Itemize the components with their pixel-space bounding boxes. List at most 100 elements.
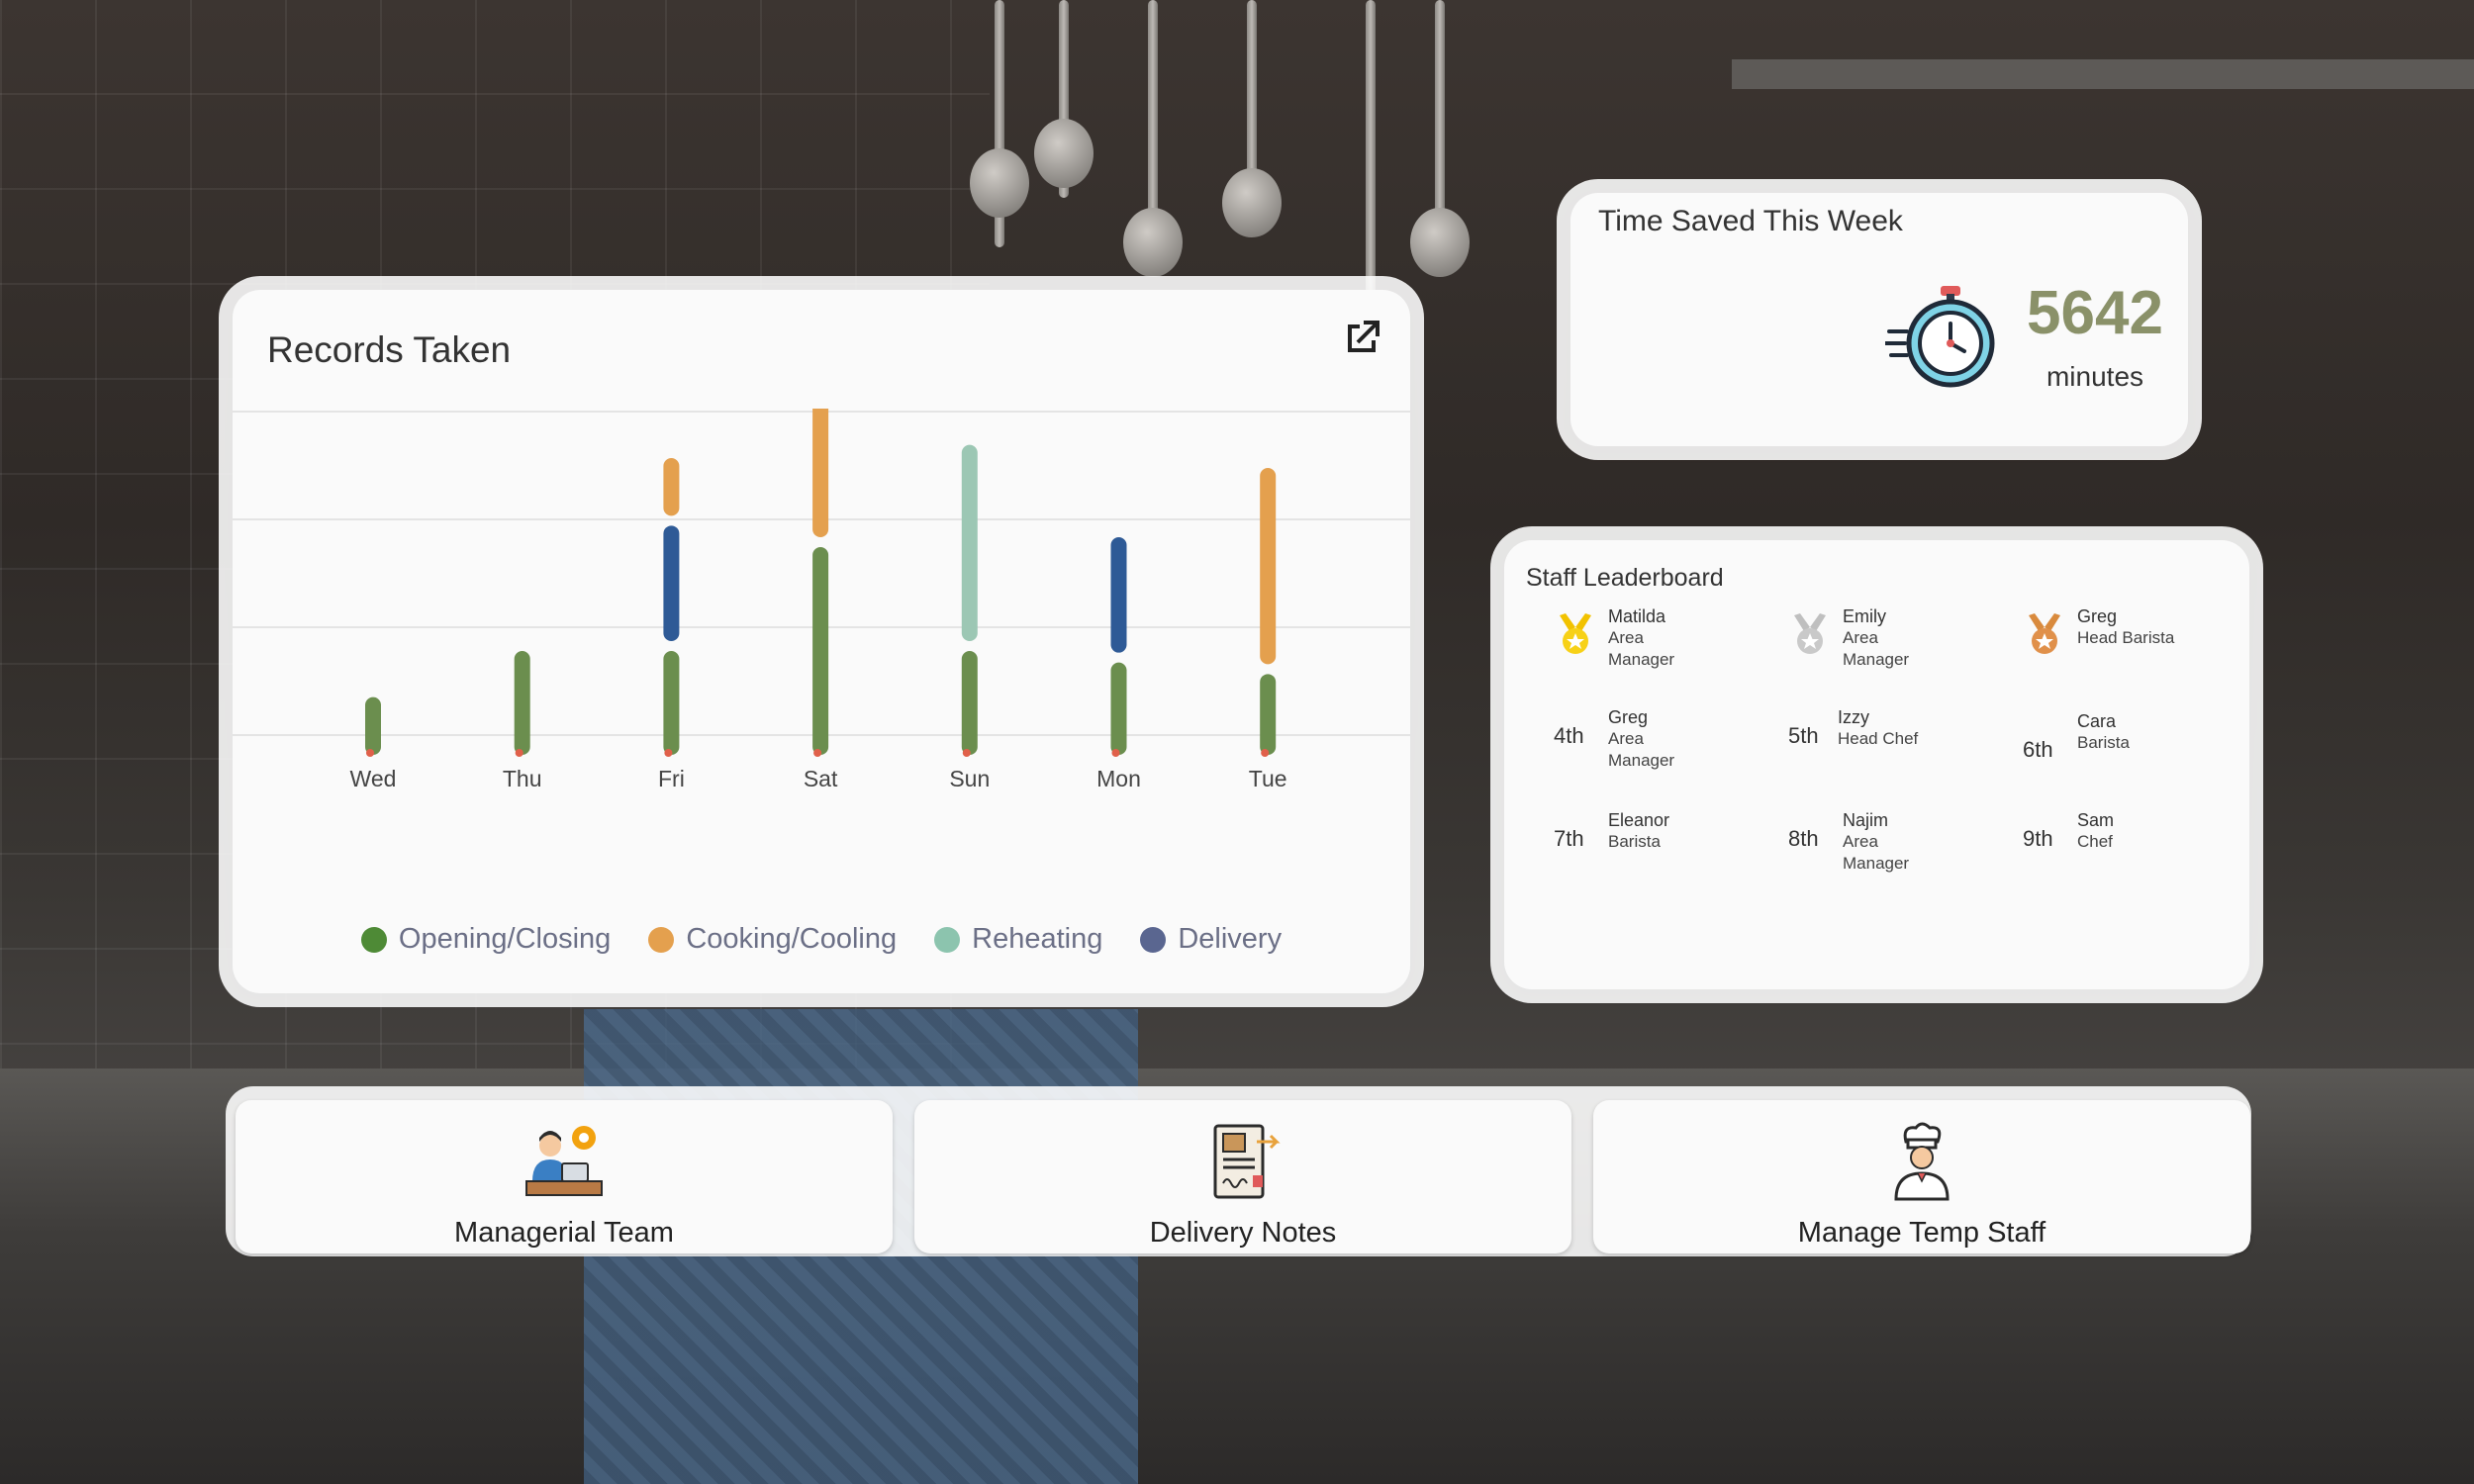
- bar-delivery-mon[interactable]: [1110, 537, 1127, 653]
- staff-name: Cara: [2077, 711, 2117, 731]
- time-saved-card: Time Saved This Week 5642 minutes: [1570, 193, 2188, 446]
- bar-opening-closing-mon[interactable]: [1110, 662, 1127, 755]
- link-label: Manage Temp Staff: [1797, 1217, 2046, 1249]
- leaderboard-info: Greg Area Manager: [1608, 706, 1674, 772]
- leaderboard-info: Cara Barista: [2077, 710, 2130, 754]
- bar-base-marker: [664, 749, 673, 757]
- x-tick-label: Sat: [804, 766, 838, 791]
- bar-cooking-cooling-tue[interactable]: [1260, 468, 1277, 665]
- staff-rank: 5th: [1788, 723, 1819, 748]
- stopwatch-icon: [1885, 286, 1995, 388]
- bar-opening-closing-sun[interactable]: [961, 651, 978, 755]
- bar-delivery-fri[interactable]: [663, 525, 680, 641]
- legend-label: Reheating: [972, 923, 1103, 955]
- leaderboard-entry[interactable]: 4th Greg Area Manager: [1504, 706, 1742, 786]
- leaderboard-info: Najim Area Manager: [1843, 809, 1909, 875]
- staff-rank: 9th: [2023, 826, 2053, 851]
- legend-label: Delivery: [1178, 923, 1283, 955]
- bar-base-marker: [1111, 749, 1120, 757]
- link-label: Managerial Team: [454, 1217, 674, 1249]
- managerial-team-button[interactable]: Managerial Team: [236, 1100, 893, 1253]
- staff-name: Greg: [1608, 707, 1649, 727]
- bar-cooking-cooling-sat[interactable]: [812, 409, 829, 537]
- x-tick-label: Wed: [350, 766, 397, 791]
- leaderboard-entry[interactable]: 8th Najim Area Manager: [1739, 809, 1976, 888]
- staff-role: Manager: [1608, 751, 1675, 770]
- x-tick-label: Mon: [1096, 766, 1141, 791]
- chef-icon: [1894, 1122, 1950, 1201]
- bar-base-marker: [962, 749, 971, 757]
- bar-reheating-sun[interactable]: [961, 444, 978, 641]
- leaderboard-info: Eleanor Barista: [1608, 809, 1669, 853]
- delivery-notes-button[interactable]: Delivery Notes: [914, 1100, 1571, 1253]
- legend-label: Cooking/Cooling: [686, 923, 898, 955]
- staff-role: Manager: [1843, 650, 1910, 669]
- time-saved-value: 5642: [2027, 279, 2163, 347]
- leaderboard-info: Izzy Head Chef: [1838, 706, 1918, 750]
- manage-temp-staff-button[interactable]: Manage Temp Staff: [1593, 1100, 2250, 1253]
- x-tick-label: Fri: [658, 766, 685, 791]
- bar-cooking-cooling-fri[interactable]: [663, 458, 680, 516]
- records-taken-card: Records Taken Wed Thu Fri Sat Sun Mon Tue Open…: [233, 290, 1410, 993]
- bar-opening-closing-sat[interactable]: [812, 547, 829, 755]
- staff-name: Greg: [2077, 606, 2118, 626]
- silver-medal-icon: [1794, 613, 1826, 654]
- staff-role: Manager: [1843, 854, 1910, 873]
- external-link-icon[interactable]: [1338, 315, 1385, 362]
- quick-links-panel: Managerial Team Delivery Notes Manage Te…: [226, 1086, 2251, 1256]
- staff-role: Barista: [1608, 832, 1661, 851]
- staff-name: Sam: [2077, 810, 2115, 830]
- bar-opening-closing-thu[interactable]: [514, 651, 530, 755]
- leaderboard-entry[interactable]: 7th Eleanor Barista: [1504, 809, 1742, 888]
- legend-delivery[interactable]: Delivery: [1140, 923, 1282, 956]
- leaderboard-entry[interactable]: 5th Izzy Head Chef: [1739, 706, 1976, 786]
- staff-name: Emily: [1843, 606, 1886, 626]
- staff-name: Najim: [1843, 810, 1889, 830]
- staff-role: Area: [1608, 729, 1644, 748]
- bar-opening-closing-fri[interactable]: [663, 651, 680, 755]
- leaderboard-entry[interactable]: Matilda Area Manager: [1504, 605, 1742, 685]
- bar-base-marker: [1261, 749, 1270, 757]
- legend-opening-closing[interactable]: Opening/Closing: [360, 923, 612, 956]
- staff-role: Area: [1843, 832, 1878, 851]
- leaderboard-entry[interactable]: 9th Sam Chef: [1973, 809, 2211, 888]
- gold-medal-icon: [1560, 613, 1591, 654]
- bar-opening-closing-tue[interactable]: [1260, 674, 1277, 755]
- x-tick-label: Sun: [949, 766, 990, 791]
- delivery-note-icon: [1213, 1124, 1281, 1199]
- chart-legend: Opening/Closing Cooking/Cooling Reheatin…: [233, 923, 1410, 956]
- staff-role: Area: [1608, 628, 1644, 647]
- staff-rank: 6th: [2023, 737, 2053, 762]
- legend-reheating[interactable]: Reheating: [934, 923, 1102, 956]
- leaderboard-title: Staff Leaderboard: [1526, 564, 1724, 592]
- staff-role: Manager: [1608, 650, 1675, 669]
- staff-name: Matilda: [1608, 606, 1666, 626]
- staff-role: Head Barista: [2077, 628, 2175, 647]
- staff-name: Izzy: [1838, 707, 1870, 727]
- staff-leaderboard-card: Staff Leaderboard Matilda Area Manager E…: [1504, 540, 2249, 989]
- bar-base-marker: [813, 749, 822, 757]
- staff-role: Barista: [2077, 733, 2130, 752]
- leaderboard-info: Greg Head Barista: [2077, 605, 2174, 649]
- leaderboard-entry[interactable]: Greg Head Barista: [1973, 605, 2211, 685]
- legend-cooking-cooling[interactable]: Cooking/Cooling: [648, 923, 897, 956]
- staff-role: Area: [1843, 628, 1878, 647]
- leaderboard-entry[interactable]: Emily Area Manager: [1739, 605, 1976, 685]
- staff-rank: 4th: [1554, 723, 1584, 748]
- records-title: Records Taken: [267, 329, 512, 370]
- time-saved-unit: minutes: [2046, 361, 2144, 392]
- bronze-medal-icon: [2029, 613, 2060, 654]
- leaderboard-info: Sam Chef: [2077, 809, 2114, 853]
- staff-role: Chef: [2077, 832, 2113, 851]
- staff-role: Head Chef: [1838, 729, 1919, 748]
- bar-opening-closing-wed[interactable]: [365, 696, 381, 755]
- x-tick-label: Tue: [1249, 766, 1287, 791]
- leaderboard-entry[interactable]: 6th Cara Barista: [1973, 710, 2211, 789]
- link-label: Delivery Notes: [1149, 1217, 1337, 1249]
- staff-rank: 8th: [1788, 826, 1819, 851]
- bar-base-marker: [366, 749, 374, 757]
- legend-label: Opening/Closing: [398, 923, 612, 955]
- leaderboard-info: Matilda Area Manager: [1608, 605, 1674, 671]
- manager-icon: [525, 1126, 603, 1196]
- staff-name: Eleanor: [1608, 810, 1670, 830]
